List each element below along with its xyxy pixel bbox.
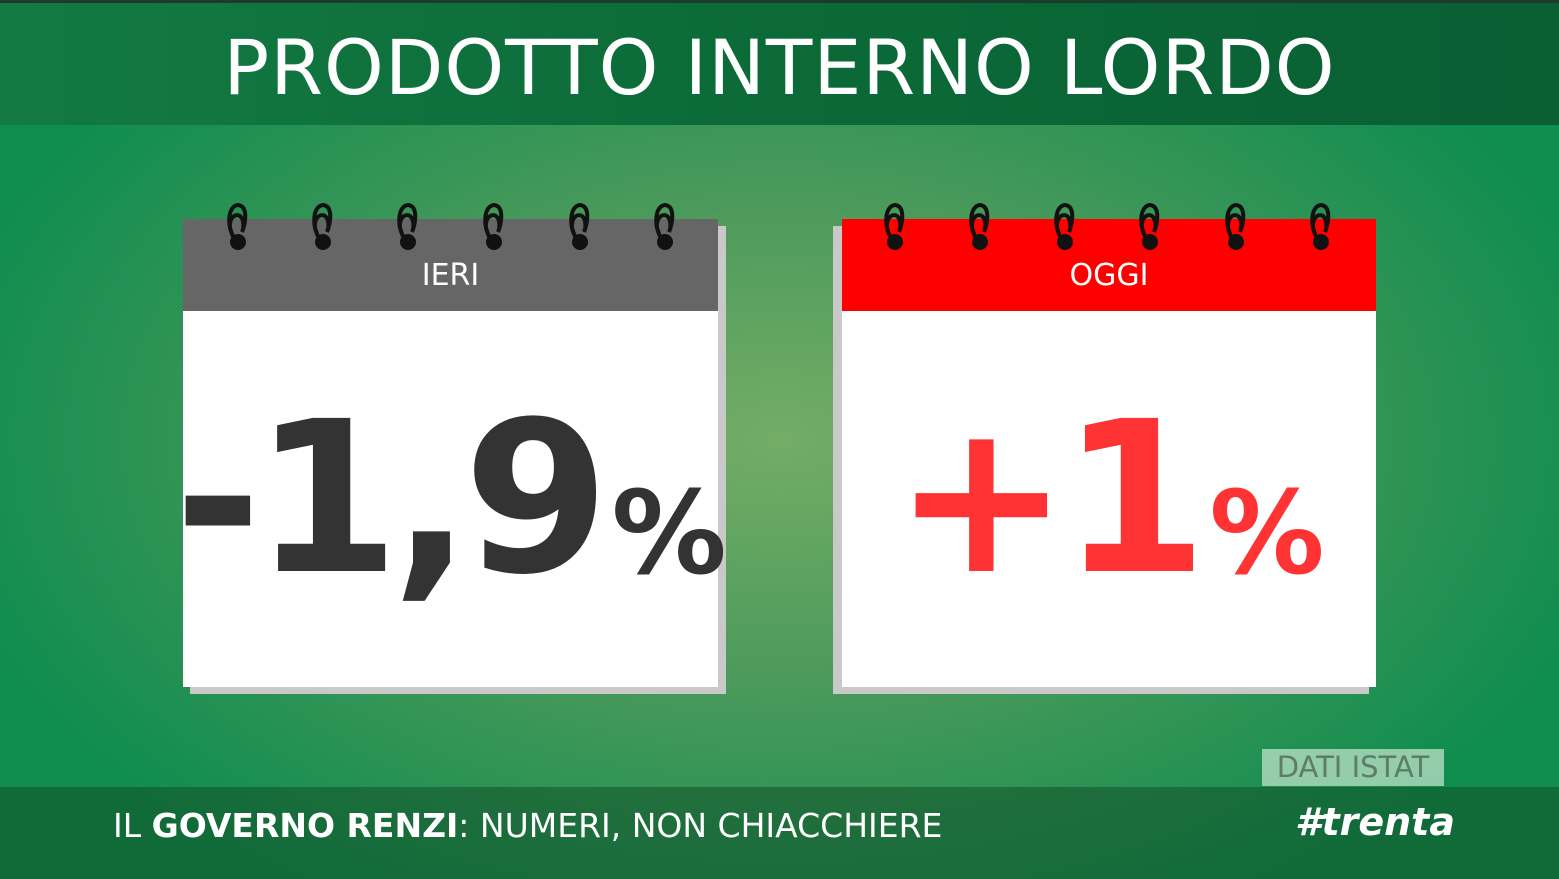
footer-text: IL GOVERNO RENZI: NUMERI, NON CHIACCHIER…: [113, 806, 942, 845]
ring: [483, 202, 504, 242]
hashtag: #trenta: [1295, 800, 1455, 844]
calendar-label: OGGI: [1069, 257, 1149, 293]
footer-suffix: : NUMERI, NON CHIACCHIERE: [458, 806, 943, 845]
footer-prefix: IL: [113, 806, 152, 845]
calendar-body: -1,9 %: [174, 311, 727, 687]
ring: [569, 202, 590, 242]
footer-emphasis: GOVERNO RENZI: [151, 806, 459, 845]
ring-hole: [400, 234, 416, 250]
ring-hole: [1313, 234, 1329, 250]
source: DATI ISTAT: [1262, 749, 1444, 786]
ring-hole: [1142, 234, 1158, 250]
header-band: [0, 0, 1559, 125]
ring-hole: [1057, 234, 1073, 250]
calendar-body: +1 %: [842, 311, 1376, 687]
ring: [1225, 202, 1246, 242]
ring-hole: [486, 234, 502, 250]
ring: [1310, 202, 1331, 242]
ring-hole: [887, 234, 903, 250]
ring-hole: [572, 234, 588, 250]
ring: [969, 202, 990, 242]
calendar-header: OGGI: [842, 219, 1376, 311]
calendar-label: IERI: [421, 257, 480, 293]
ring-hole: [657, 234, 673, 250]
ring: [1139, 202, 1160, 242]
ring-hole: [972, 234, 988, 250]
calendar-header: IERI: [183, 219, 718, 311]
calendar-value: +1: [893, 376, 1207, 621]
title: PRODOTTO INTERNO LORDO: [223, 23, 1336, 112]
ring: [397, 202, 418, 242]
ring: [884, 202, 905, 242]
calendar-value: -1,9: [174, 376, 609, 621]
footer-band: [0, 787, 1559, 879]
ring: [227, 202, 248, 242]
ring-hole: [1228, 234, 1244, 250]
ring: [1054, 202, 1075, 242]
ring: [312, 202, 333, 242]
ring: [654, 202, 675, 242]
calendar-unit: %: [611, 466, 727, 601]
ring-hole: [315, 234, 331, 250]
ring-hole: [230, 234, 246, 250]
calendar-unit: %: [1209, 466, 1325, 601]
